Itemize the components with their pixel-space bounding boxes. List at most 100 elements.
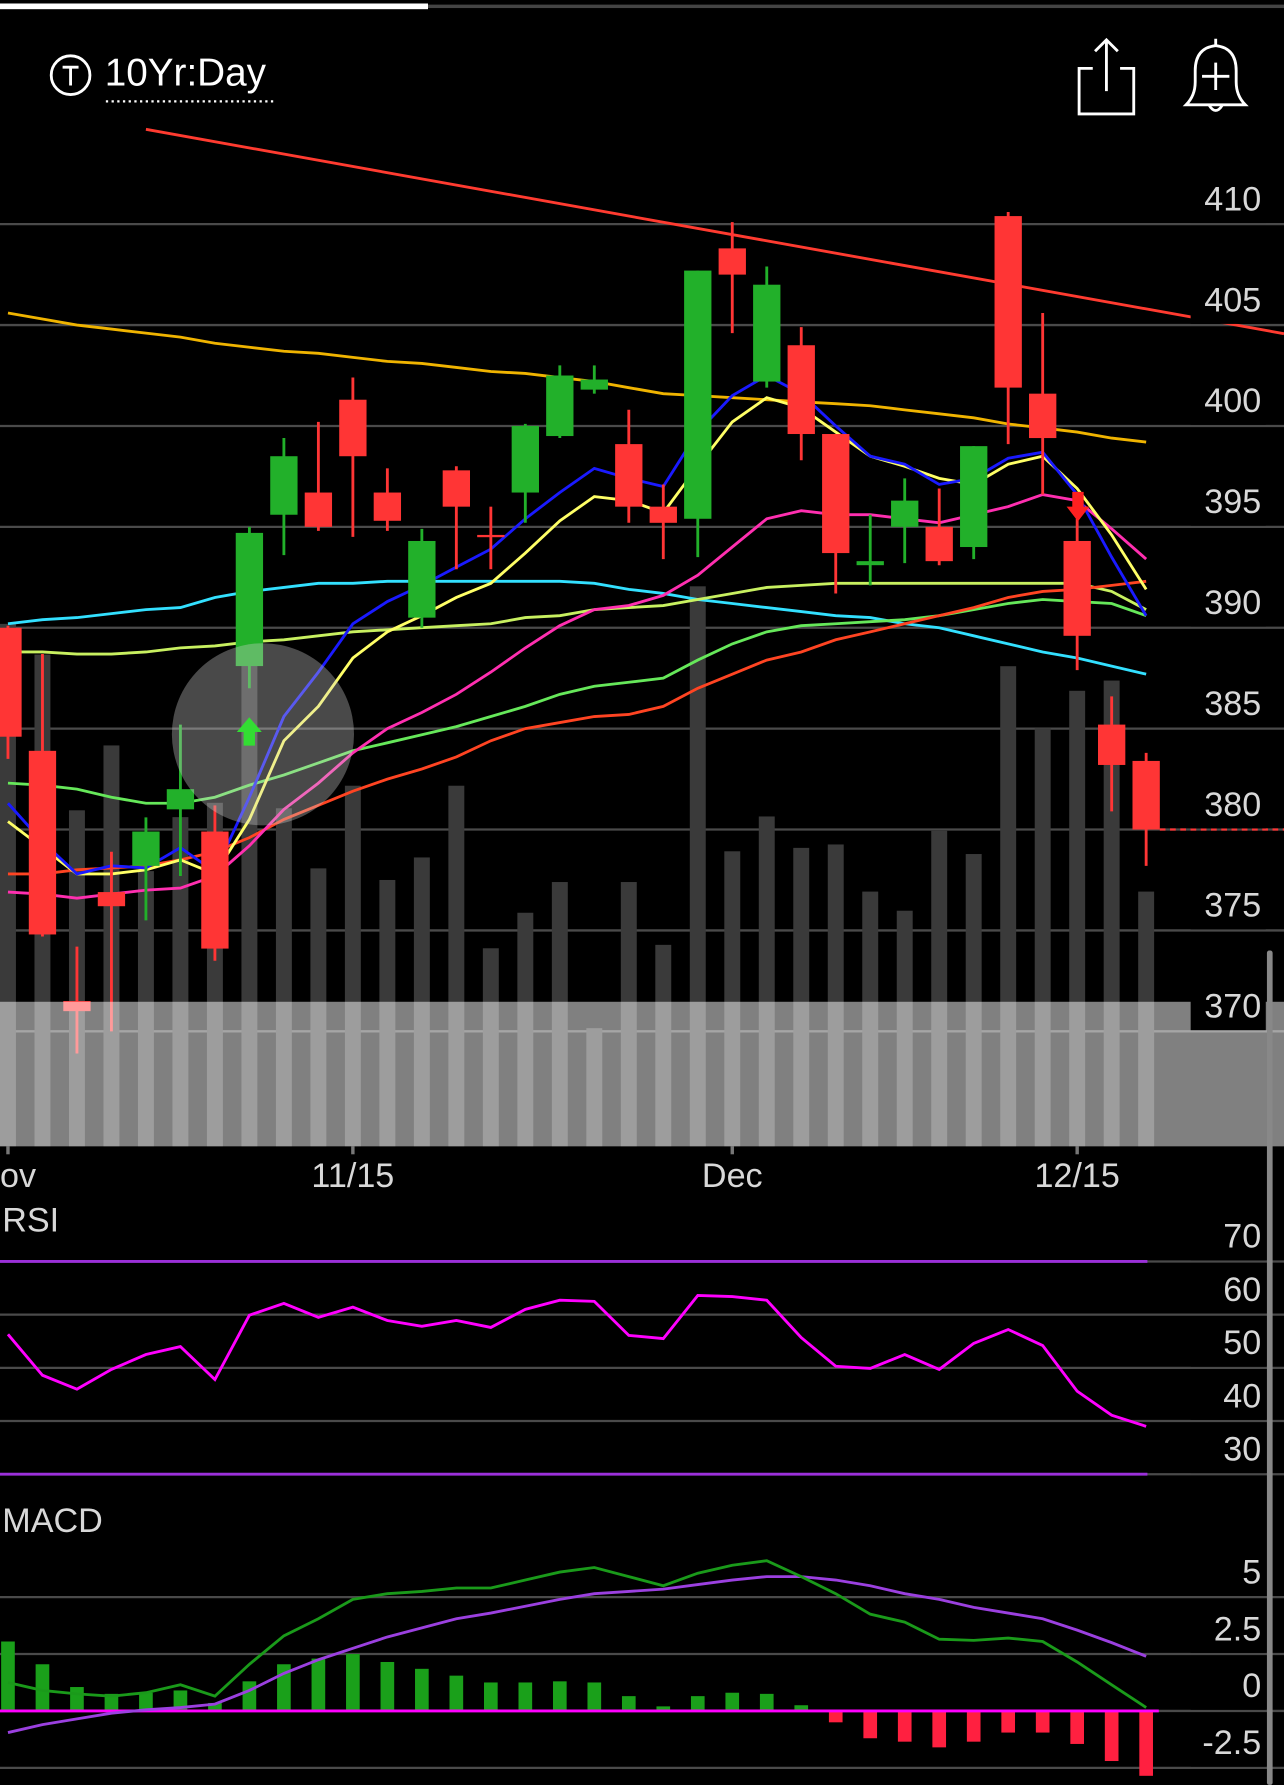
y-tick-label: 395 <box>1204 483 1261 521</box>
macd-histogram-bar <box>656 1706 671 1711</box>
moving-average <box>7 493 1148 900</box>
macd-histogram-bar <box>966 1710 981 1742</box>
macd-histogram-bar <box>70 1687 84 1711</box>
progress-bar <box>0 3 428 10</box>
candle-body <box>97 892 126 907</box>
y-tick-label: 2.5 <box>1214 1610 1261 1648</box>
moving-average <box>6 373 1148 876</box>
chart-title: 10Yr:Day <box>105 51 267 94</box>
moving-average <box>7 581 1147 656</box>
candle-body <box>546 375 574 437</box>
y-tick-label-bg <box>1190 1323 1266 1367</box>
y-tick-label: 385 <box>1204 685 1261 723</box>
scrollbar <box>1266 950 1273 1785</box>
candle-body <box>684 270 712 519</box>
y-tick-label: 60 <box>1223 1271 1261 1309</box>
bell-icon <box>1182 44 1249 107</box>
x-tick-label: 11/15 <box>311 1157 394 1195</box>
y-tick-label-bg <box>1190 886 1266 930</box>
sell-arrow <box>1066 491 1090 522</box>
candle-body <box>132 831 160 866</box>
x-tick-label: ov <box>0 1157 36 1195</box>
x-tick-label: 12/15 <box>1034 1157 1119 1195</box>
y-tick-label-bg <box>1190 684 1266 728</box>
macd-histogram-bar <box>104 1693 119 1711</box>
candle-body <box>1098 724 1126 765</box>
candle-body <box>477 534 505 538</box>
macd-histogram-bar <box>1104 1710 1119 1762</box>
y-tick-label: 410 <box>1204 180 1261 218</box>
share-icon-arrow <box>1094 37 1119 92</box>
macd-histogram-bar <box>380 1661 395 1711</box>
y-tick-label-bg <box>1190 280 1266 324</box>
macd-histogram-bar <box>828 1710 843 1723</box>
symbol-icon <box>49 54 92 96</box>
macd-histogram-bar <box>932 1710 947 1748</box>
macd-histogram-bar <box>587 1682 602 1711</box>
candle-body <box>718 248 746 275</box>
y-tick-label-bg <box>1190 1217 1266 1261</box>
y-tick-label: 70 <box>1223 1218 1261 1256</box>
macd-line <box>7 1559 1147 1709</box>
candle-body <box>0 627 22 737</box>
candle-body <box>856 561 884 566</box>
candle-body <box>787 345 815 435</box>
y-tick-label-bg <box>1190 986 1266 1031</box>
candle-body <box>925 526 953 562</box>
candle-body <box>270 456 298 515</box>
candle-body <box>649 506 677 523</box>
alert-button[interactable] <box>1182 38 1249 112</box>
macd-histogram-bar <box>690 1696 705 1711</box>
y-tick-label: 375 <box>1204 887 1261 925</box>
y-tick-label-bg <box>1190 179 1266 224</box>
y-tick-label: 390 <box>1204 584 1261 622</box>
candle-body <box>615 444 643 507</box>
candle-body <box>1132 760 1160 830</box>
candle-body <box>166 789 195 810</box>
macd-histogram-bar <box>621 1696 636 1711</box>
macd-histogram-bar <box>449 1675 464 1711</box>
bell-icon-detail <box>1202 38 1230 112</box>
highlight-band <box>0 1001 1284 1147</box>
macd-histogram-bar <box>484 1682 498 1711</box>
y-tick-label-bg <box>1190 1666 1266 1710</box>
macd-histogram-bar <box>1001 1710 1016 1733</box>
y-tick-label-bg <box>1190 1270 1266 1314</box>
candle-body <box>235 532 264 667</box>
candle-body <box>304 492 333 527</box>
candle-body <box>753 284 781 382</box>
y-tick-label: 400 <box>1204 382 1261 420</box>
y-tick-label: 5 <box>1242 1553 1261 1591</box>
candle-body <box>960 446 988 548</box>
candle-body <box>994 216 1022 388</box>
symbol-icon-glyph <box>62 65 79 86</box>
share-button[interactable] <box>1077 37 1136 116</box>
symbol-selector[interactable]: 10Yr:Day <box>49 51 275 103</box>
macd-histogram-bar <box>1070 1710 1085 1744</box>
y-tick-label: 370 <box>1204 988 1261 1026</box>
macd-histogram-bar <box>311 1658 326 1711</box>
moving-average <box>7 579 1147 876</box>
macd-histogram-bar <box>552 1681 567 1711</box>
macd-histogram-bar <box>794 1705 809 1711</box>
macd-histogram-bar <box>518 1682 533 1711</box>
y-tick-label: 40 <box>1223 1377 1261 1415</box>
candle-body <box>373 492 402 521</box>
y-tick-label-bg <box>1190 583 1266 627</box>
macd-histogram-bar <box>1139 1710 1153 1776</box>
signal-marker <box>171 643 355 826</box>
macd-histogram-bar <box>759 1693 774 1711</box>
candle-layer <box>0 212 1284 1054</box>
macd-histogram-bar <box>35 1664 50 1711</box>
macd-histogram-bar <box>863 1710 878 1739</box>
buy-arrow <box>236 717 262 746</box>
progress-track <box>428 4 1284 9</box>
y-tick-label-bg <box>1190 482 1266 526</box>
macd-histogram-bar <box>346 1654 360 1711</box>
candle-body <box>408 540 436 618</box>
y-tick-label-bg <box>1190 785 1266 829</box>
y-tick-label: 380 <box>1204 786 1261 824</box>
